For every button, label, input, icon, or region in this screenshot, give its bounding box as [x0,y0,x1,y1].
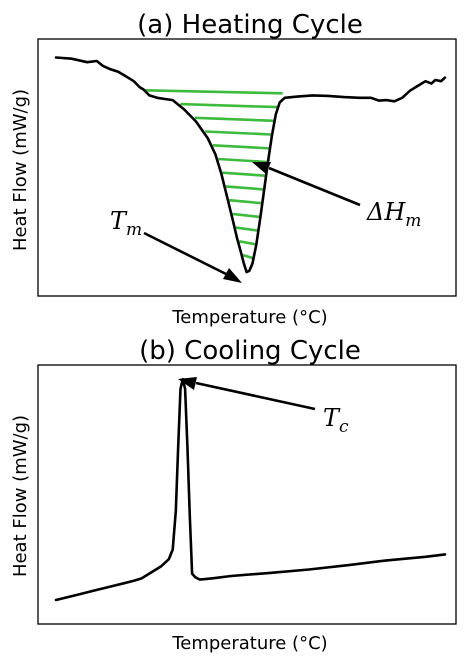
cooling-plot-frame [37,364,457,625]
delta-hm-annotation: ΔHm [252,162,421,231]
tc-label: Tc [323,404,349,437]
heating-cycle-title: (a) Heating Cycle [137,10,363,40]
tm-label: Tm [110,207,142,240]
tm-annotation: Tm [110,207,242,283]
enthalpy-hatch-line [180,102,278,109]
enthalpy-hatch-line [222,171,266,177]
enthalpy-hatch-line [212,144,270,150]
enthalpy-hatch-group [144,89,283,260]
delta-hm-arrow-head [252,162,271,174]
enthalpy-hatch-line [235,226,258,232]
cooling-x-axis-label: Temperature (°C) [171,633,327,654]
tc-annotation: Tc [178,377,349,437]
heating-plot-frame [37,38,457,297]
enthalpy-hatch-line [194,116,274,123]
enthalpy-hatch-line [225,185,264,191]
enthalpy-hatch-line [242,253,254,260]
cooling-cycle-title: (b) Cooling Cycle [139,336,361,366]
enthalpy-hatch-line [232,212,260,219]
cooling-curve-line [54,377,447,602]
enthalpy-hatch-line [205,130,272,136]
tm-arrow-line [143,231,227,276]
enthalpy-hatch-line [229,198,262,205]
tc-arrow-line [195,381,316,411]
heating-cycle-panel: (a) Heating Cycle Temperature (°C) Heat … [10,10,457,328]
cooling-y-axis-label: Heat Flow (mW/g) [10,415,31,577]
heating-x-axis-label: Temperature (°C) [171,307,327,328]
enthalpy-hatch-line [144,89,283,95]
enthalpy-hatch-line [239,240,256,246]
heating-curve-line [54,56,447,274]
enthalpy-hatch-line [218,157,268,164]
delta-hm-label: ΔHm [366,198,421,231]
tm-arrow-head [223,268,242,283]
cooling-cycle-panel: (b) Cooling Cycle Temperature (°C) Heat … [10,336,457,654]
tc-arrow-head [178,377,197,390]
delta-hm-arrow-line [268,166,361,207]
heating-y-axis-label: Heat Flow (mW/g) [10,89,31,251]
